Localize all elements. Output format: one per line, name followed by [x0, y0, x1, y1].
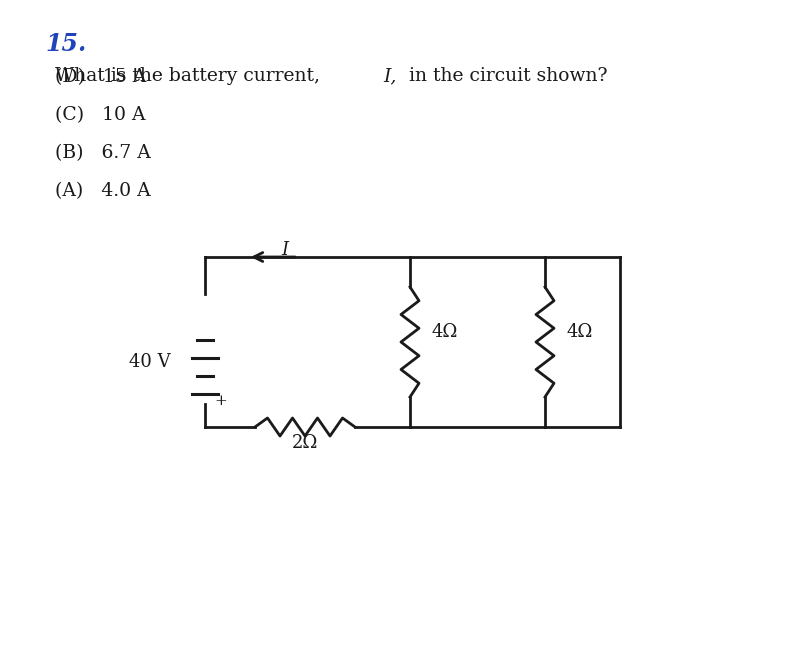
Text: I: I — [281, 241, 289, 259]
Text: 2Ω: 2Ω — [292, 434, 318, 452]
Text: 4Ω: 4Ω — [432, 323, 458, 341]
Text: 4Ω: 4Ω — [567, 323, 594, 341]
Text: (B)   6.7 A: (B) 6.7 A — [55, 144, 151, 162]
Text: in the circuit shown?: in the circuit shown? — [403, 67, 607, 85]
Text: What is the battery current,: What is the battery current, — [55, 67, 326, 85]
Text: (A)   4.0 A: (A) 4.0 A — [55, 182, 151, 200]
Text: 15.: 15. — [45, 32, 86, 56]
Text: 40 V: 40 V — [129, 353, 171, 371]
Text: +: + — [214, 394, 227, 408]
Text: (D)   15 A: (D) 15 A — [55, 68, 147, 86]
Text: (C)   10 A: (C) 10 A — [55, 106, 146, 124]
Text: I,: I, — [383, 67, 396, 85]
